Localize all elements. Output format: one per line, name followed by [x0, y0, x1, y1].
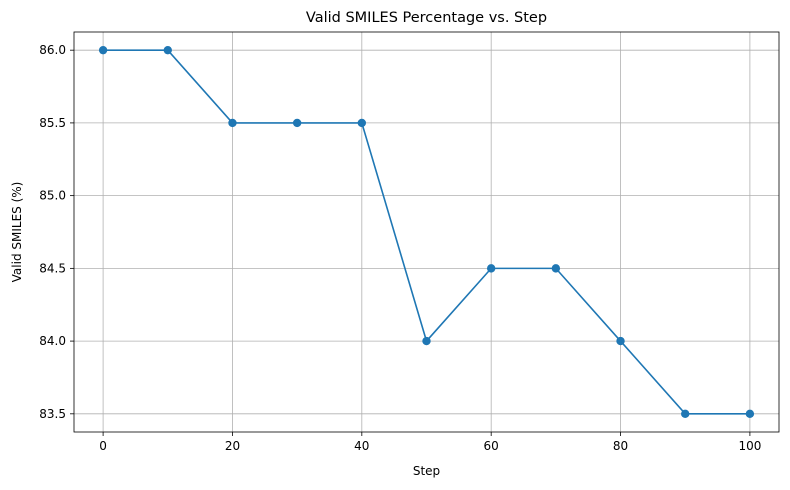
data-point	[357, 118, 367, 128]
data-point	[422, 336, 431, 346]
ticks-layer: 0 20 40 60 80 100 83.5 84.0 84.5 85.0 85.5 86.0	[39, 43, 761, 453]
data-point	[616, 336, 625, 346]
series-layer	[98, 45, 755, 419]
data-point	[745, 409, 755, 419]
x-tick-label: 40	[354, 439, 369, 453]
data-point	[292, 118, 302, 128]
chart-title: Valid SMILES Percentage vs. Step	[306, 10, 547, 26]
x-tick-label: 80	[613, 439, 628, 453]
y-tick-label: 83.5	[39, 407, 66, 421]
x-tick-label: 60	[484, 439, 499, 453]
y-tick-label: 84.5	[39, 261, 66, 275]
data-point	[163, 45, 172, 55]
data-point	[551, 264, 561, 273]
y-tick-label: 85.5	[39, 116, 66, 130]
x-axis-label: Step	[413, 464, 440, 478]
data-point	[486, 264, 496, 273]
x-tick-label: 20	[225, 439, 240, 453]
y-tick-label: 85.0	[39, 189, 66, 203]
x-tick-label: 0	[99, 439, 107, 453]
data-point	[228, 118, 237, 128]
x-tick-label: 100	[738, 439, 761, 453]
axes-frame	[73, 31, 780, 433]
grid-layer	[74, 32, 779, 432]
series-line	[103, 49, 750, 415]
data-point	[681, 409, 690, 419]
y-axis-label: Valid SMILES (%)	[10, 182, 24, 283]
y-tick-label: 86.0	[39, 43, 66, 57]
y-tick-label: 84.0	[39, 334, 66, 348]
data-point	[98, 45, 108, 55]
